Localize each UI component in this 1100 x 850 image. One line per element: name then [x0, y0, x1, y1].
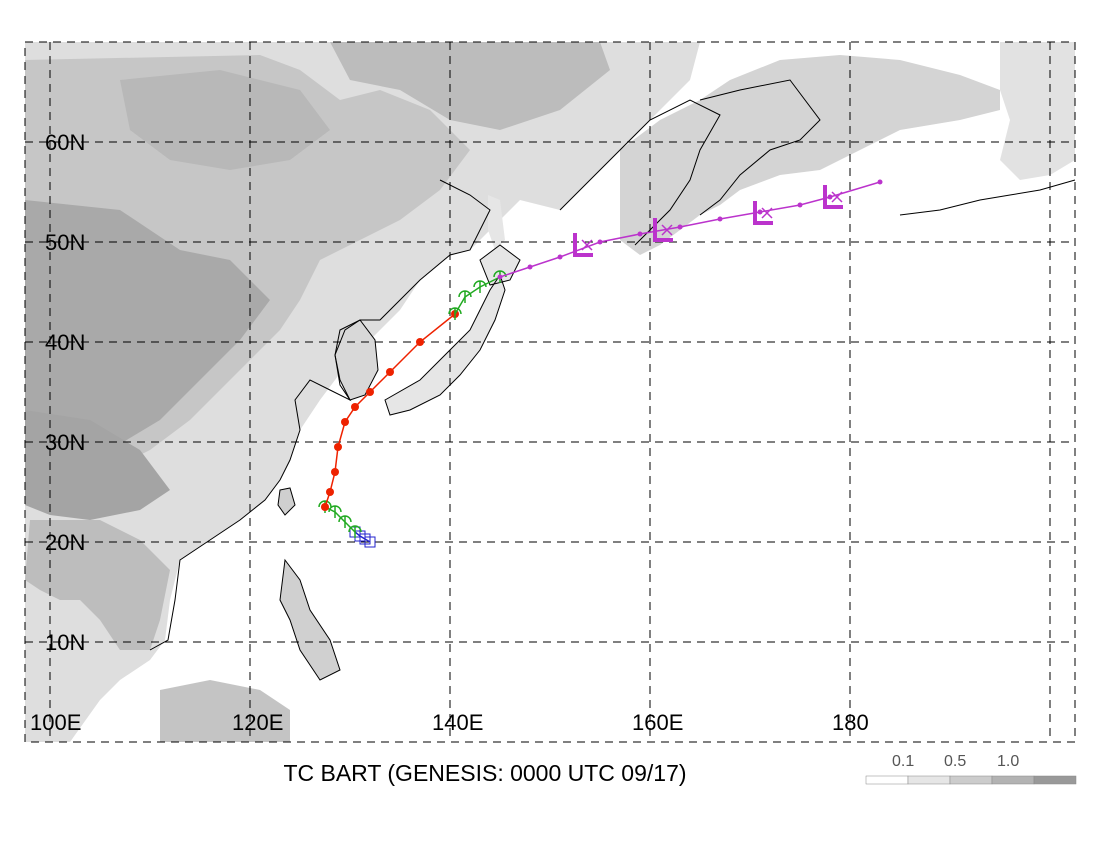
- track-point-extratropical: [827, 194, 833, 200]
- coastlines: [149, 79, 1076, 681]
- track-point-extratropical: [527, 264, 533, 270]
- lon-label-160e: 160E: [632, 710, 683, 735]
- position-cross-marker: [661, 224, 673, 236]
- legend-tick-0-5: 0.5: [944, 753, 966, 770]
- track-segment-depression: [354, 531, 371, 543]
- philippines-land: [280, 560, 340, 680]
- lon-labels: 100E 120E 140E 160E 180: [30, 710, 869, 735]
- korea-land: [335, 320, 378, 400]
- track-point-typhoon: [386, 368, 394, 376]
- shading-legend: 0.1 0.5 1.0: [865, 753, 1077, 785]
- track-point-extratropical: [497, 274, 503, 280]
- taiwan-land: [278, 488, 295, 515]
- taiwan-coastline: [277, 487, 296, 516]
- lat-label-50n: 50N: [45, 230, 85, 255]
- sakhalin-land: [488, 195, 505, 250]
- track-point-extratropical: [637, 231, 643, 237]
- japan-land: [385, 275, 505, 415]
- lon-label-180: 180: [832, 710, 869, 735]
- alaska-land: [1000, 42, 1075, 180]
- track-point-storm: [348, 525, 362, 538]
- track-point-extratropical: [677, 224, 683, 230]
- track-point-typhoon: [326, 488, 334, 496]
- lat-label-60n: 60N: [45, 130, 85, 155]
- extratropical-low-marker: [653, 218, 673, 242]
- map-frame: [24, 41, 1076, 743]
- mongolia-mid: [120, 70, 330, 170]
- japan-coastline: [384, 273, 506, 416]
- track-segment-storm: [454, 276, 501, 315]
- track-point-extratropical: [877, 179, 883, 185]
- asia-land-dark: [25, 200, 270, 470]
- map-title-text: TC BART (GENESIS: 0000 UTC 09/17): [283, 760, 687, 786]
- hokkaido-coastline: [479, 244, 521, 286]
- track-point-storm: [458, 290, 472, 303]
- hokkaido-land: [480, 245, 520, 285]
- land-shading: [25, 42, 1075, 742]
- legend-color-box: [1033, 775, 1077, 785]
- lat-label-30n: 30N: [45, 430, 85, 455]
- track-point-typhoon: [331, 468, 339, 476]
- philippines-coastline: [279, 558, 341, 681]
- lat-label-10n: 10N: [45, 630, 85, 655]
- track-point-extratropical: [757, 209, 763, 215]
- track-point-storm: [338, 515, 352, 528]
- position-cross-marker: [581, 239, 593, 251]
- track-point-typhoon: [334, 443, 342, 451]
- lon-label-100e: 100E: [30, 710, 81, 735]
- track-point-typhoon: [366, 388, 374, 396]
- track-point-typhoon: [351, 403, 359, 411]
- track-point-storm: [448, 307, 462, 320]
- asia-coastline: [149, 179, 491, 651]
- legend-colorbar: [865, 775, 1077, 785]
- track-point-storm: [473, 280, 487, 293]
- track-point-typhoon: [341, 418, 349, 426]
- position-cross-marker: [831, 191, 843, 203]
- far-east-coastline: [559, 99, 721, 246]
- lat-label-20n: 20N: [45, 530, 85, 555]
- track-point-extratropical: [717, 216, 723, 222]
- far-east-land: [620, 55, 1000, 255]
- indochina-land: [25, 520, 170, 650]
- track-point-typhoon: [321, 503, 329, 511]
- track-point-storm: [328, 505, 342, 518]
- borneo-land: [160, 680, 290, 742]
- extratropical-low-marker: [573, 233, 593, 257]
- tibet-dark: [25, 410, 170, 520]
- position-cross-marker: [761, 207, 773, 219]
- legend-tick-0-1: 0.1: [892, 753, 914, 770]
- map-title: TC BART (GENESIS: 0000 UTC 09/17): [0, 760, 1100, 787]
- track-point-extratropical: [797, 202, 803, 208]
- graticule: [25, 42, 1075, 742]
- kamchatka-coastline: [699, 79, 821, 216]
- legend-tick-1-0: 1.0: [997, 753, 1019, 770]
- aleutian-coastline: [899, 179, 1076, 216]
- storm-track: [318, 179, 883, 548]
- lat-labels: 60N 50N 40N 30N 20N 10N: [45, 130, 85, 655]
- extratropical-low-marker: [823, 185, 843, 209]
- track-point-extratropical: [597, 239, 603, 245]
- track-segment-typhoon: [324, 313, 456, 508]
- korea-coastline: [334, 319, 379, 401]
- lat-label-40n: 40N: [45, 330, 85, 355]
- north-mid: [330, 42, 610, 130]
- lon-label-120e: 120E: [232, 710, 283, 735]
- extratropical-low-marker: [753, 201, 773, 225]
- track-point-extratropical: [557, 254, 563, 260]
- lon-label-140e: 140E: [432, 710, 483, 735]
- track-point-typhoon: [416, 338, 424, 346]
